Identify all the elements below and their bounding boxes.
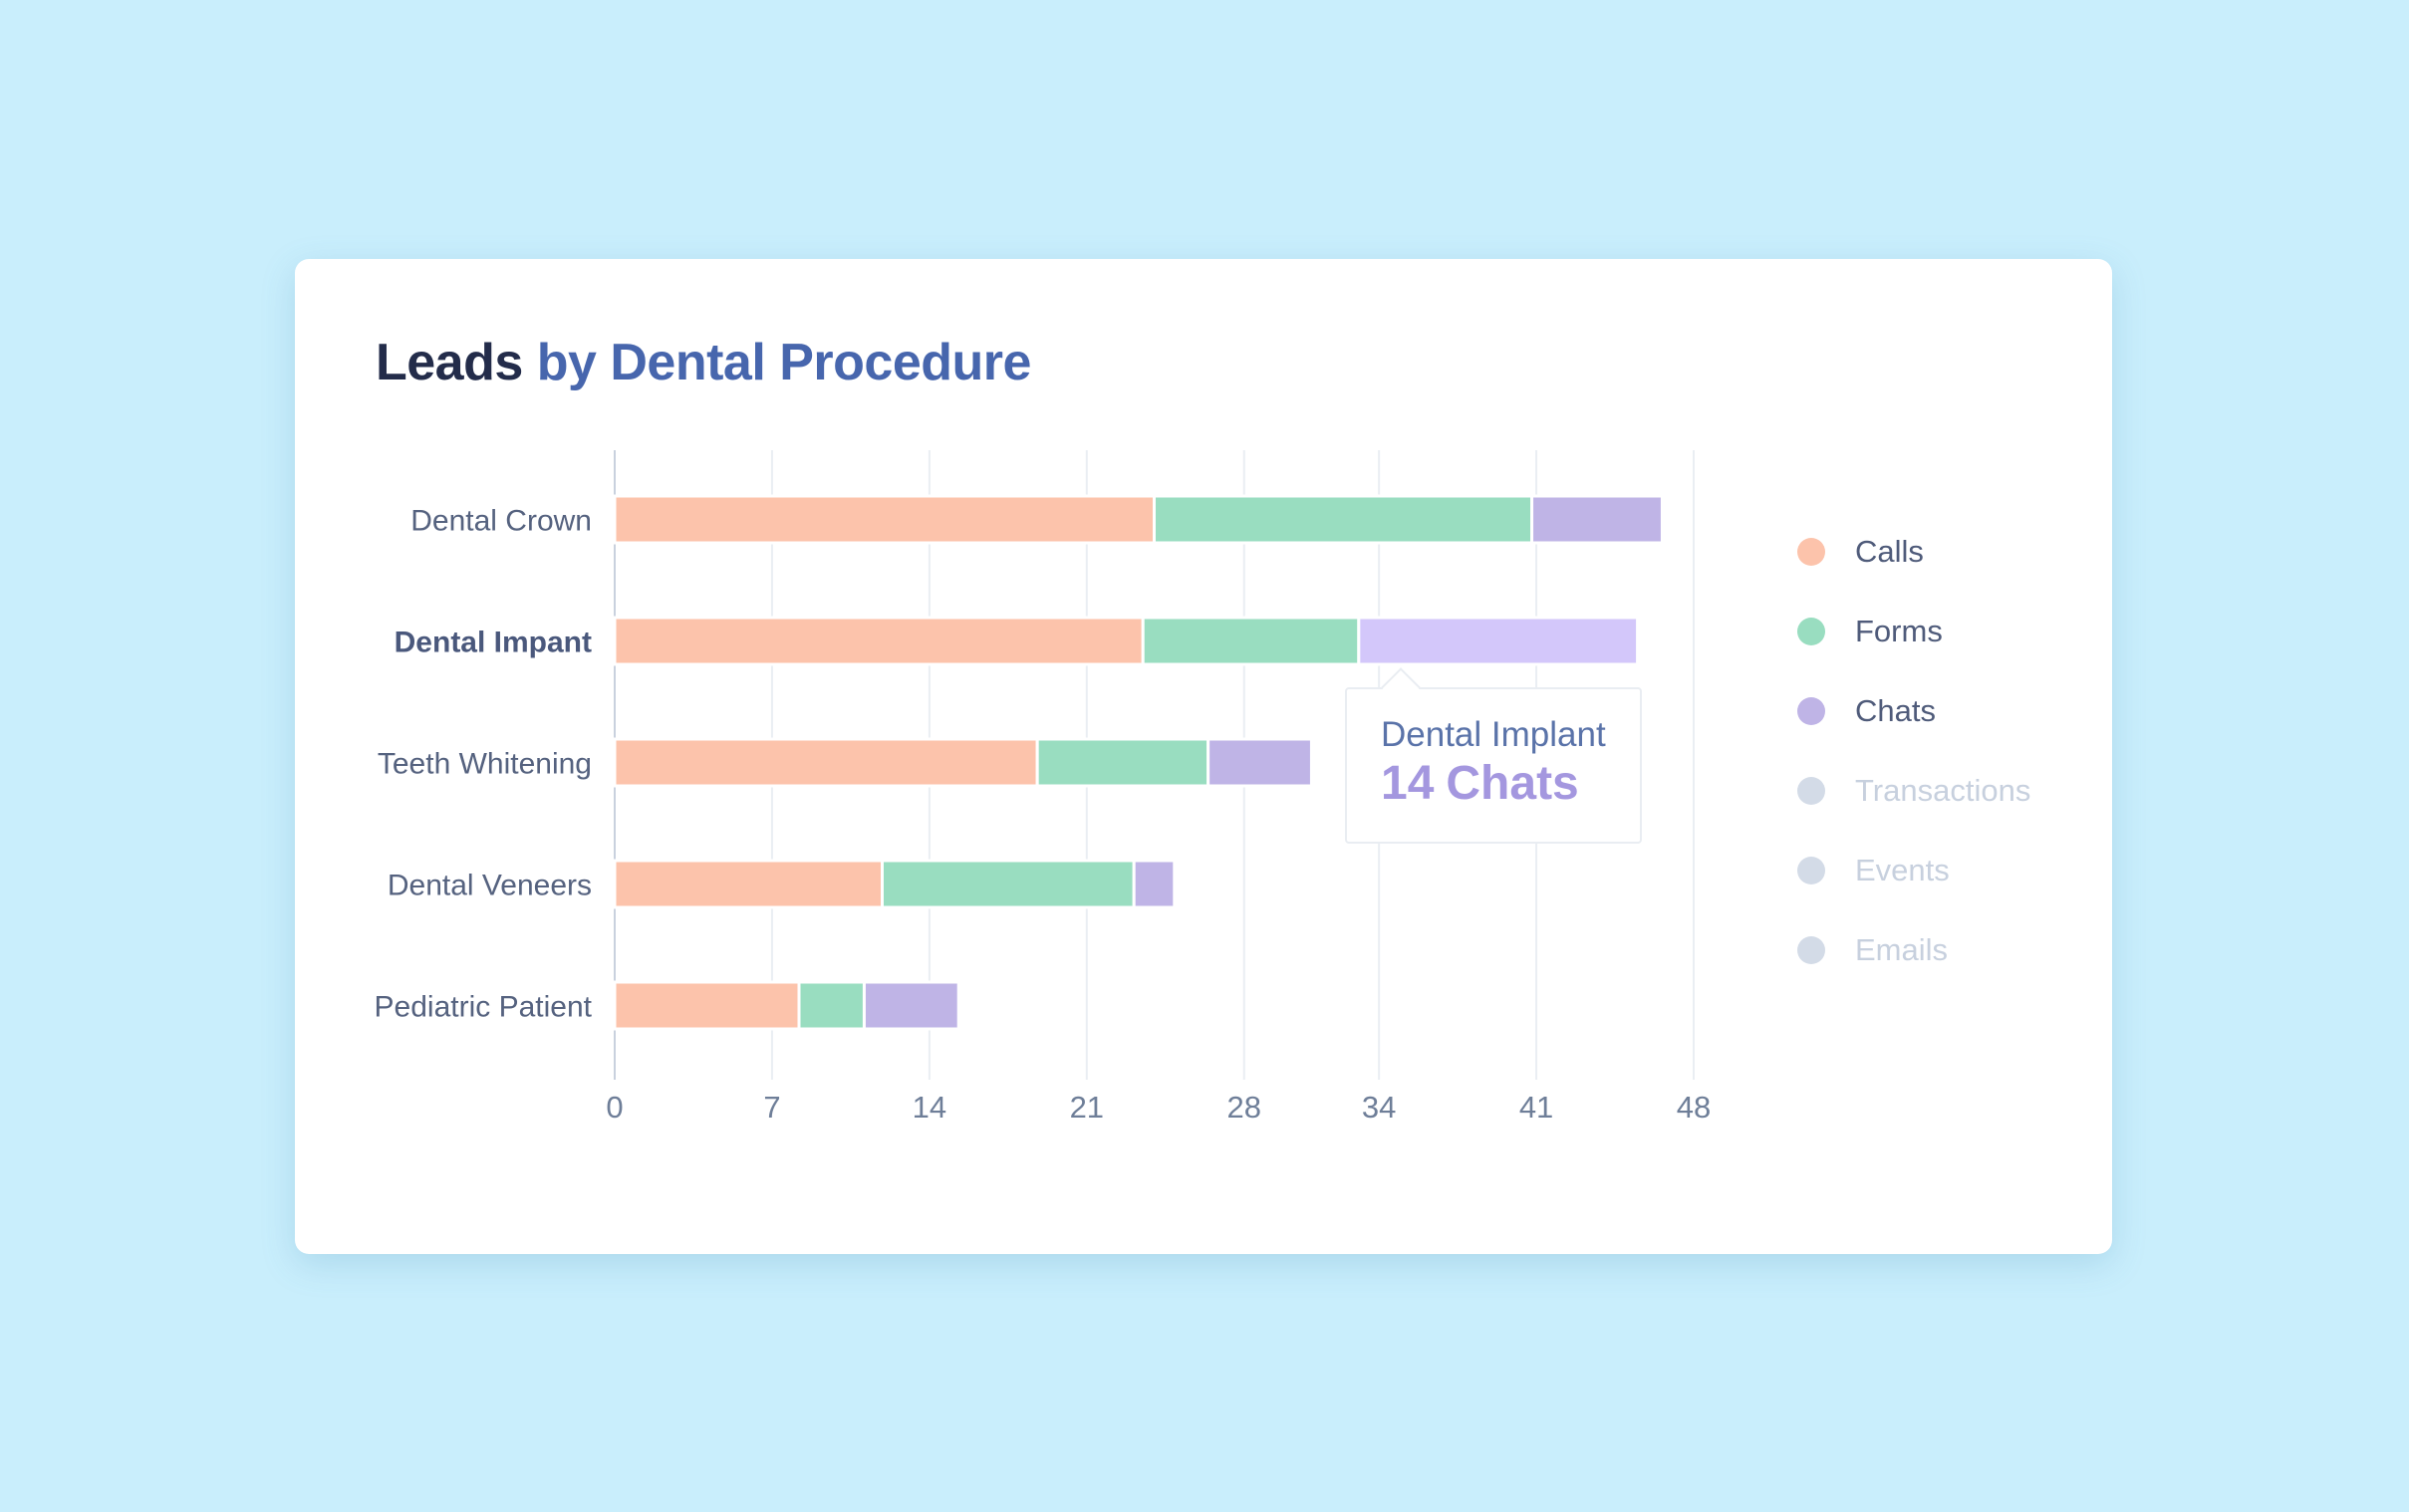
- bar-dental-crown-chats: [1530, 494, 1664, 545]
- legend-label: Forms: [1855, 614, 1943, 648]
- category-label-pediatric-patient: Pediatric Patient: [375, 991, 593, 1024]
- bar-dental-veneers-forms: [880, 859, 1136, 909]
- chart-title-by-procedure: by Dental Procedure: [536, 334, 1032, 391]
- tooltip-count: 14: [1381, 757, 1435, 810]
- bar-dental-impant-calls: [613, 616, 1145, 666]
- tooltip-title: Dental Implant: [1381, 715, 1606, 754]
- x-tick-label: 21: [1070, 1090, 1104, 1125]
- bar-dental-impant-chats: [1357, 616, 1640, 666]
- category-label-teeth-whitening: Teeth Whitening: [378, 748, 592, 781]
- bar-dental-veneers-chats: [1132, 859, 1177, 909]
- x-tick-label: 28: [1227, 1090, 1261, 1125]
- x-tick-label: 34: [1362, 1090, 1396, 1125]
- legend-item-chats[interactable]: Chats: [1797, 671, 2030, 751]
- category-label-dental-veneers: Dental Veneers: [388, 870, 592, 902]
- tooltip-value: 14 Chats: [1381, 755, 1640, 813]
- bar-pediatric-patient-calls: [613, 980, 801, 1031]
- legend-item-transactions[interactable]: Transactions: [1797, 751, 2030, 831]
- legend-dot-icon: [1797, 618, 1825, 645]
- legend-dot-icon: [1797, 857, 1825, 884]
- legend-dot-icon: [1797, 538, 1825, 566]
- x-tick-label: 41: [1519, 1090, 1553, 1125]
- chart-title-leads: Leads: [376, 334, 523, 391]
- chart-legend: Calls Forms Chats Transactions Events Emails: [1797, 512, 2030, 990]
- bar-pediatric-patient-chats: [862, 980, 960, 1031]
- legend-dot-icon: [1797, 777, 1825, 805]
- legend-label: Emails: [1855, 932, 1949, 967]
- category-label-dental-crown: Dental Crown: [410, 505, 592, 538]
- category-label-dental-impant: Dental Impant: [395, 627, 592, 659]
- bar-dental-crown-forms: [1153, 494, 1534, 545]
- legend-label: Calls: [1855, 534, 1924, 569]
- x-tick-label: 7: [763, 1090, 780, 1125]
- x-tick-label: 48: [1677, 1090, 1711, 1125]
- chart-title: Leads by Dental Procedure: [376, 333, 1031, 392]
- x-tick-label: 0: [606, 1090, 623, 1125]
- legend-item-events[interactable]: Events: [1797, 831, 2030, 910]
- tooltip-unit: Chats: [1446, 757, 1579, 810]
- bar-teeth-whitening-calls: [613, 737, 1039, 788]
- x-tick-label: 14: [913, 1090, 946, 1125]
- bar-teeth-whitening-chats: [1206, 737, 1313, 788]
- bar-dental-impant-forms: [1141, 616, 1361, 666]
- bar-teeth-whitening-forms: [1035, 737, 1210, 788]
- legend-item-emails[interactable]: Emails: [1797, 910, 2030, 990]
- legend-item-calls[interactable]: Calls: [1797, 512, 2030, 592]
- bar-dental-crown-calls: [613, 494, 1156, 545]
- legend-dot-icon: [1797, 936, 1825, 964]
- chart-tooltip: Dental Implant 14 Chats: [1345, 687, 1642, 844]
- legend-dot-icon: [1797, 697, 1825, 725]
- legend-label: Transactions: [1855, 773, 2031, 808]
- chart-card: Leads by Dental Procedure 0 7 14 21 28 34 41 48…: [295, 259, 2112, 1254]
- legend-label: Chats: [1855, 693, 1936, 728]
- legend-label: Events: [1855, 853, 1950, 887]
- legend-item-forms[interactable]: Forms: [1797, 592, 2030, 671]
- bar-pediatric-patient-forms: [797, 980, 866, 1031]
- bar-dental-veneers-calls: [613, 859, 884, 909]
